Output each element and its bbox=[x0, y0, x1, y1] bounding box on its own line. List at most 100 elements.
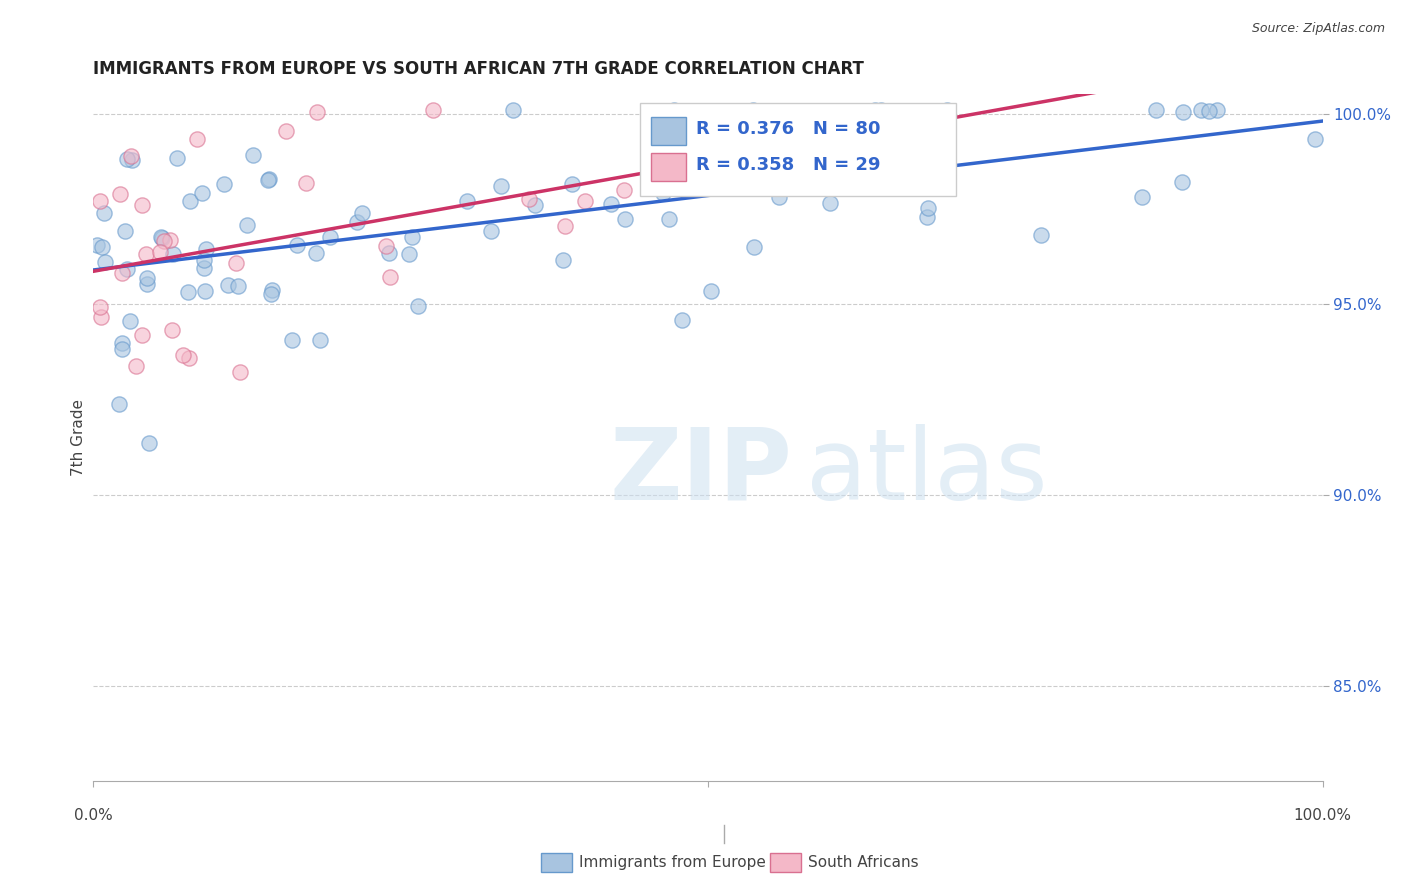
Point bbox=[350, 205, 373, 219]
Point bbox=[172, 347, 194, 361]
Point bbox=[375, 239, 398, 253]
Point bbox=[742, 240, 765, 254]
Point bbox=[869, 103, 891, 117]
Text: R = 0.358   N = 29: R = 0.358 N = 29 bbox=[696, 156, 880, 174]
Point bbox=[285, 237, 308, 252]
Point bbox=[935, 103, 957, 117]
Point bbox=[110, 266, 132, 280]
Text: IMMIGRANTS FROM EUROPE VS SOUTH AFRICAN 7TH GRADE CORRELATION CHART: IMMIGRANTS FROM EUROPE VS SOUTH AFRICAN … bbox=[93, 60, 865, 78]
Point bbox=[574, 194, 596, 208]
Point bbox=[90, 240, 112, 254]
Point bbox=[378, 246, 401, 260]
Point bbox=[658, 212, 681, 227]
Point bbox=[194, 285, 217, 299]
Point bbox=[115, 152, 138, 166]
Point bbox=[177, 285, 200, 299]
Point bbox=[179, 351, 201, 366]
Point bbox=[159, 233, 181, 247]
Text: Source: ZipAtlas.com: Source: ZipAtlas.com bbox=[1251, 22, 1385, 36]
Point bbox=[281, 333, 304, 347]
Point bbox=[479, 224, 502, 238]
Y-axis label: 7th Grade: 7th Grade bbox=[72, 400, 86, 476]
Point bbox=[1144, 103, 1167, 117]
Point bbox=[319, 230, 342, 244]
Point bbox=[89, 194, 111, 208]
Point bbox=[502, 103, 524, 117]
Point bbox=[90, 310, 112, 325]
Point bbox=[915, 210, 938, 224]
Point bbox=[193, 261, 215, 276]
Point bbox=[613, 183, 636, 197]
Point bbox=[135, 277, 157, 291]
Point bbox=[863, 103, 886, 118]
Point bbox=[162, 246, 184, 260]
Point bbox=[257, 173, 280, 187]
Point bbox=[295, 176, 318, 190]
Point bbox=[1206, 103, 1229, 117]
Point bbox=[456, 194, 478, 208]
Point bbox=[260, 283, 283, 297]
Point bbox=[401, 230, 423, 244]
Point bbox=[131, 198, 153, 212]
Point bbox=[1031, 227, 1053, 242]
Point bbox=[917, 201, 939, 215]
Point bbox=[346, 215, 368, 229]
Point bbox=[114, 224, 136, 238]
Point bbox=[274, 124, 297, 138]
Point bbox=[600, 196, 623, 211]
Point bbox=[422, 103, 444, 117]
Point bbox=[186, 132, 208, 146]
Point bbox=[226, 279, 249, 293]
Text: Immigrants from Europe: Immigrants from Europe bbox=[579, 855, 766, 870]
Point bbox=[242, 148, 264, 162]
Point bbox=[406, 299, 429, 313]
Point bbox=[108, 396, 131, 410]
Point bbox=[1171, 175, 1194, 189]
Point bbox=[614, 212, 637, 227]
Point bbox=[149, 229, 172, 244]
Point bbox=[93, 206, 115, 220]
Point bbox=[149, 245, 172, 260]
Point bbox=[191, 186, 214, 200]
Point bbox=[131, 327, 153, 342]
Text: atlas: atlas bbox=[806, 424, 1047, 521]
Point bbox=[308, 333, 330, 347]
Point bbox=[135, 247, 157, 261]
Point bbox=[378, 269, 401, 284]
Point bbox=[225, 256, 247, 270]
Point bbox=[554, 219, 576, 233]
Point bbox=[195, 242, 218, 256]
Point bbox=[305, 246, 328, 260]
Point bbox=[217, 277, 239, 292]
Point bbox=[111, 335, 134, 350]
Point bbox=[136, 271, 159, 285]
Point bbox=[138, 435, 160, 450]
Point bbox=[683, 162, 706, 177]
Point bbox=[260, 287, 283, 301]
Point bbox=[523, 198, 546, 212]
Point bbox=[166, 151, 188, 165]
Point bbox=[1132, 190, 1154, 204]
Text: R = 0.376   N = 80: R = 0.376 N = 80 bbox=[696, 120, 880, 138]
Text: 0.0%: 0.0% bbox=[73, 808, 112, 823]
Point bbox=[125, 359, 148, 373]
Text: ZIP: ZIP bbox=[610, 424, 793, 521]
Point bbox=[700, 284, 723, 298]
Point bbox=[651, 186, 673, 201]
Point bbox=[89, 300, 111, 314]
Point bbox=[671, 313, 693, 327]
Point bbox=[111, 342, 134, 356]
Point bbox=[120, 149, 142, 163]
Point bbox=[1171, 105, 1194, 120]
Point bbox=[86, 238, 108, 252]
Point bbox=[193, 253, 215, 268]
Point bbox=[305, 105, 328, 120]
Point bbox=[1189, 103, 1212, 117]
Point bbox=[664, 103, 686, 117]
Point bbox=[179, 194, 201, 208]
Point bbox=[160, 323, 183, 337]
Point bbox=[115, 261, 138, 276]
Point bbox=[118, 314, 141, 328]
Point bbox=[551, 253, 574, 268]
Point bbox=[768, 190, 790, 204]
